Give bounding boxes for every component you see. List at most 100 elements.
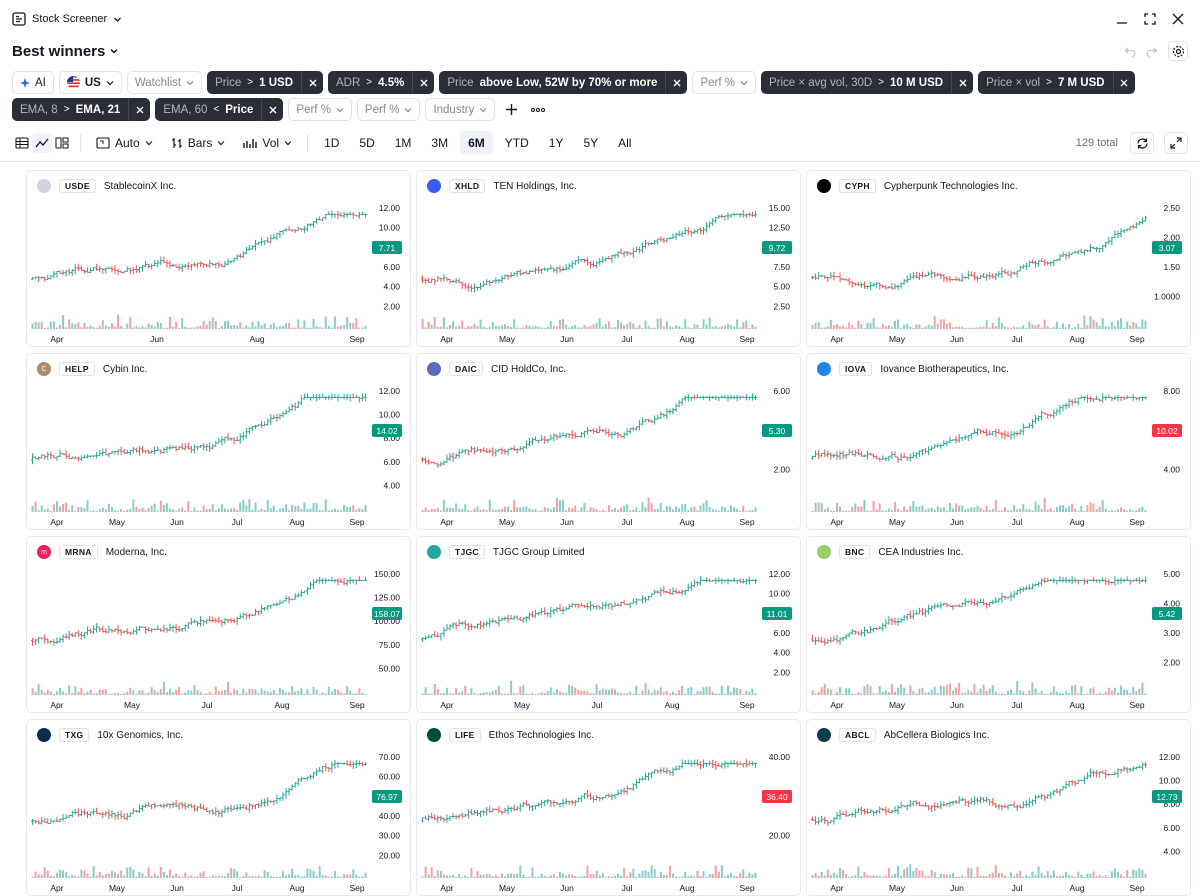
filter-ema-60[interactable]: EMA, 60 < Price — [155, 98, 284, 121]
stock-card-daic[interactable]: 6.004.002.00AprMayJunJulAugSep5.30DAICCI… — [416, 353, 801, 530]
volume-bar — [620, 875, 623, 878]
volume-bar — [842, 325, 845, 329]
more-button[interactable] — [527, 99, 549, 121]
stock-card-help[interactable]: 12.00 10.00 8.00 6.00 4.00 Apr May Jun Jul Aug Sep… — [26, 353, 411, 530]
volume-bar — [251, 875, 254, 878]
ticker-badge[interactable]: HELP — [59, 362, 95, 376]
redo-icon[interactable] — [1146, 45, 1158, 57]
range-button-3m[interactable]: 3M — [431, 136, 449, 150]
price-bar — [171, 445, 175, 449]
scale-selector[interactable]: Auto — [89, 131, 160, 155]
refresh-button[interactable] — [1130, 132, 1154, 154]
volume-bar — [1113, 510, 1116, 512]
chart-style-selector[interactable]: Bars — [164, 131, 233, 155]
app-switcher[interactable]: Stock Screener — [12, 12, 122, 26]
remove-filter-button[interactable] — [412, 71, 434, 94]
chart-view-icon[interactable] — [32, 133, 52, 153]
price-bar — [982, 797, 986, 803]
remove-filter-button[interactable] — [128, 98, 150, 121]
undo-icon[interactable] — [1124, 45, 1136, 57]
ticker-badge[interactable]: CYPH — [839, 179, 876, 193]
add-filter-button[interactable] — [500, 99, 522, 121]
price-bar — [95, 623, 99, 633]
filter-price-vol[interactable]: Price × vol > 7 M USD — [978, 71, 1135, 94]
price-bar — [859, 451, 863, 457]
settings-button[interactable] — [1168, 41, 1188, 61]
volume-bar — [1019, 690, 1022, 695]
stock-card-bnc[interactable]: 5.00 4.00 3.00 2.00 Apr May Jun Jul Aug Sep 5.42 BN… — [806, 536, 1191, 713]
stock-card-iova[interactable]: 8.006.004.00AprMayJunJulAugSep10.02IOVAI… — [806, 353, 1191, 530]
stock-card-cyph[interactable]: 2.50 2.00 1.50 1.0000 Apr May Jun Jul Aug Sep 3.07… — [806, 170, 1191, 347]
range-button-ytd[interactable]: YTD — [504, 136, 529, 150]
ticker-badge[interactable]: DAIC — [449, 362, 483, 376]
volume-bar — [248, 688, 251, 695]
perf-filter[interactable]: Perf % — [692, 71, 756, 94]
stock-card-life[interactable]: 40.0030.0020.00AprMayJunJulAugSep36.40LI… — [416, 719, 801, 896]
price-bar — [878, 457, 882, 462]
ticker-badge[interactable]: BNC — [839, 545, 871, 559]
ticker-badge[interactable]: USDE — [59, 179, 96, 193]
ticker-badge[interactable]: IOVA — [839, 362, 873, 376]
remove-filter-button[interactable] — [261, 98, 283, 121]
range-button-1y[interactable]: 1Y — [548, 136, 564, 150]
filter-ema-8[interactable]: EMA, 8 > EMA, 21 — [12, 98, 151, 121]
range-button-5d[interactable]: 5D — [359, 136, 375, 150]
price-bar — [543, 607, 547, 616]
price-bar — [847, 277, 851, 286]
perf-filter[interactable]: Perf % — [288, 98, 352, 121]
stock-card-mrna[interactable]: 150.00 125.00 100.00 75.00 50.00 Apr May Jul Aug… — [26, 536, 411, 713]
ticker-badge[interactable]: XHLD — [449, 179, 486, 193]
range-button-1d[interactable]: 1D — [324, 136, 340, 150]
range-button-6m[interactable]: 6M — [460, 131, 493, 155]
filter-adr[interactable]: ADR > 4.5% — [328, 71, 435, 94]
range-button-1m[interactable]: 1M — [394, 136, 412, 150]
heatmap-view-icon[interactable] — [52, 133, 72, 153]
ticker-badge[interactable]: ABCL — [839, 728, 876, 742]
volume-bar — [126, 691, 129, 695]
ticker-badge[interactable]: TJGC — [449, 545, 485, 559]
y-tick-label: 8.00 — [1163, 386, 1180, 396]
ticker-badge[interactable]: MRNA — [59, 545, 98, 559]
filter-price-above-low[interactable]: Price above Low, 52W by 70% or more — [439, 71, 688, 94]
filter-price-avg-vol[interactable]: Price × avg vol, 30D > 10 M USD — [760, 71, 974, 94]
stock-card-abcl[interactable]: 12.00 10.00 8.00 6.00 4.00 Apr May Jun Jul Aug Sep… — [806, 719, 1191, 896]
close-icon[interactable] — [1172, 13, 1184, 25]
volume-selector[interactable]: Vol — [236, 131, 299, 155]
market-selector[interactable]: US — [58, 71, 122, 94]
price-bar — [625, 251, 629, 257]
perf-filter[interactable]: Perf % — [356, 98, 421, 121]
fullscreen-button[interactable] — [1164, 132, 1188, 154]
volume-bar — [613, 875, 616, 878]
filter-price-min[interactable]: Price > 1 USD — [207, 71, 324, 94]
ai-button[interactable]: AI — [12, 71, 54, 94]
volume-bar — [690, 875, 693, 878]
watchlist-filter[interactable]: Watchlist — [126, 71, 203, 94]
volume-bar — [528, 508, 531, 512]
minimize-icon[interactable] — [1116, 13, 1128, 25]
table-view-icon[interactable] — [12, 133, 32, 153]
volume-bar — [272, 876, 275, 878]
remove-filter-button[interactable] — [301, 71, 323, 94]
remove-filter-button[interactable] — [665, 71, 687, 94]
stock-card-tjgc[interactable]: 12.0010.008.006.004.002.00AprMayJulAugSe… — [416, 536, 801, 713]
price-bar — [869, 281, 873, 291]
range-button-all[interactable]: All — [618, 136, 632, 150]
price-bar — [518, 803, 522, 812]
maximize-icon[interactable] — [1144, 13, 1156, 25]
industry-filter[interactable]: Industry — [425, 98, 496, 121]
ticker-badge[interactable]: LIFE — [449, 728, 481, 742]
ticker-badge[interactable]: TXG — [59, 728, 90, 742]
price-bar — [720, 395, 724, 398]
range-button-5y[interactable]: 5Y — [583, 136, 599, 150]
stock-card-txg[interactable]: 70.0060.0050.0040.0030.0020.00AprMayJunJ… — [26, 719, 411, 896]
price-bar — [244, 613, 248, 620]
remove-filter-button[interactable] — [1112, 71, 1135, 94]
screen-selector[interactable]: Best winners — [12, 43, 119, 60]
stock-card-xhld[interactable]: 15.0012.5010.007.505.002.50AprMayJunJulA… — [416, 170, 801, 347]
stock-card-usde[interactable]: 12.0010.008.006.004.002.00AprJunAugSep7.… — [26, 170, 411, 347]
price-bar — [1021, 587, 1025, 592]
remove-filter-button[interactable] — [951, 71, 973, 94]
volume-bar — [601, 873, 604, 878]
volume-bar — [730, 505, 733, 512]
volume-bar — [361, 327, 364, 329]
